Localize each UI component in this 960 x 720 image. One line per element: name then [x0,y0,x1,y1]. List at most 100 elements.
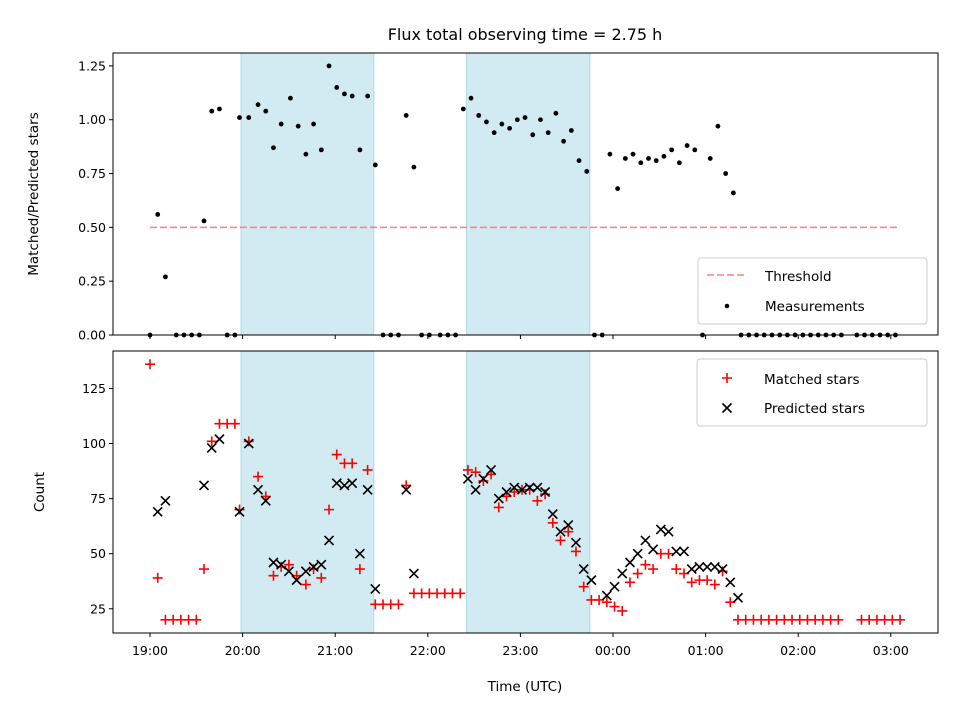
bottom-y-axis: 25 50 75 100 125 [82,381,113,616]
measurement-point [661,153,667,159]
measurement-point [246,115,252,120]
matched-star-point [601,597,612,608]
predicted-star-point [354,548,365,559]
measurement-point [723,171,729,176]
measurement-point [507,125,512,131]
matched-star-point [709,579,720,590]
top-shaded-spans [240,52,591,336]
measurement-point [311,121,316,127]
top-y-axis-label: Matched/Predicted stars [26,112,42,275]
predicted-star-point [234,506,245,517]
predicted-star-point [694,561,705,572]
bottom-axes-frame [112,350,939,634]
predicted-star-point [308,561,319,572]
measurement-point [615,186,621,192]
bottom-legend: Matched stars Predicted stars [696,358,928,427]
predicted-star-point [516,484,528,495]
measurement-point [263,108,269,114]
measurement-point [607,151,613,157]
bottom-series [145,359,906,625]
top-series [147,63,899,338]
predicted-star-point [486,464,497,476]
legend-predicted-label: Predicted stars [764,401,865,417]
measurement-point [684,143,690,148]
measurement-point [499,121,505,127]
matched-star-point [462,464,473,475]
predicted-star-point [640,535,651,546]
predicted-star-point [291,575,302,586]
matched-star-point [191,614,202,625]
measurement-point [357,147,363,153]
predicted-star-point [586,575,597,586]
measurement-point [468,95,474,101]
predicted-star-point [524,482,535,493]
measurement-point [622,156,628,161]
measurement-point [669,147,675,153]
measurement-point [217,106,222,112]
measurement-point [278,121,284,127]
measurement-point [638,160,644,166]
shaded-span [240,350,375,634]
x-marker-icon [721,402,733,414]
matched-star-point [609,601,620,612]
measurement-point [692,147,698,153]
y-tick-label: 0.25 [78,274,106,289]
legend-measurements-label: Measurements [765,299,865,315]
predicted-star-point [300,566,311,577]
matched-star-point [563,526,574,537]
y-tick-label: 0.00 [78,328,106,343]
legend-measurements-swatch [724,303,730,309]
x-tick-label: 01:00 [688,643,724,658]
predicted-star-point [732,592,744,603]
predicted-star-point [152,506,163,517]
x-tick-label: 19:00 [132,643,168,658]
measurement-point [295,123,301,129]
measurement-point [653,158,659,164]
measurement-point [255,102,261,108]
predicted-star-point [198,480,210,491]
predicted-star-point [339,480,350,491]
x-tick-label: 02:00 [780,643,816,658]
predicted-star-point [160,495,171,506]
measurement-point [730,190,736,196]
y-tick-label: 25 [90,601,106,616]
measurement-point [365,93,371,99]
measurement-point [715,123,721,129]
plus-marker-icon [722,373,732,383]
predicted-star-point [563,519,574,531]
measurement-point [349,93,355,99]
measurement-point [584,168,590,174]
predicted-star-point [347,478,358,489]
matched-star-point [895,614,906,625]
bottom-shaded-spans [240,350,591,634]
predicted-star-point [532,482,543,493]
x-tick-label: 21:00 [317,643,353,658]
matched-star-point [663,548,674,559]
matched-star-point [253,471,264,482]
x-tick-label: 03:00 [873,643,909,658]
matched-star-point [632,568,643,579]
predicted-star-point [632,548,643,559]
matched-star-point [145,359,155,370]
matched-star-point [617,605,628,616]
top-x-axis [149,335,892,339]
top-axes-frame [112,52,939,336]
measurement-point [271,145,276,151]
matched-star-point [331,449,342,460]
y-tick-label: 75 [90,491,106,506]
predicted-star-point [671,546,682,557]
matched-star-point [624,577,635,588]
matched-star-point [570,546,581,557]
matched-star-point [547,517,558,528]
measurement-point [411,164,417,170]
predicted-star-point [243,438,254,449]
measurement-point [630,151,636,157]
matched-star-point [199,564,210,575]
measurement-point [568,128,574,133]
predicted-star-point [470,484,481,495]
measurement-point [530,132,536,138]
predicted-star-point [678,546,690,557]
predicted-star-point [509,482,520,493]
x-axis-label: Time (UTC) [487,679,563,695]
